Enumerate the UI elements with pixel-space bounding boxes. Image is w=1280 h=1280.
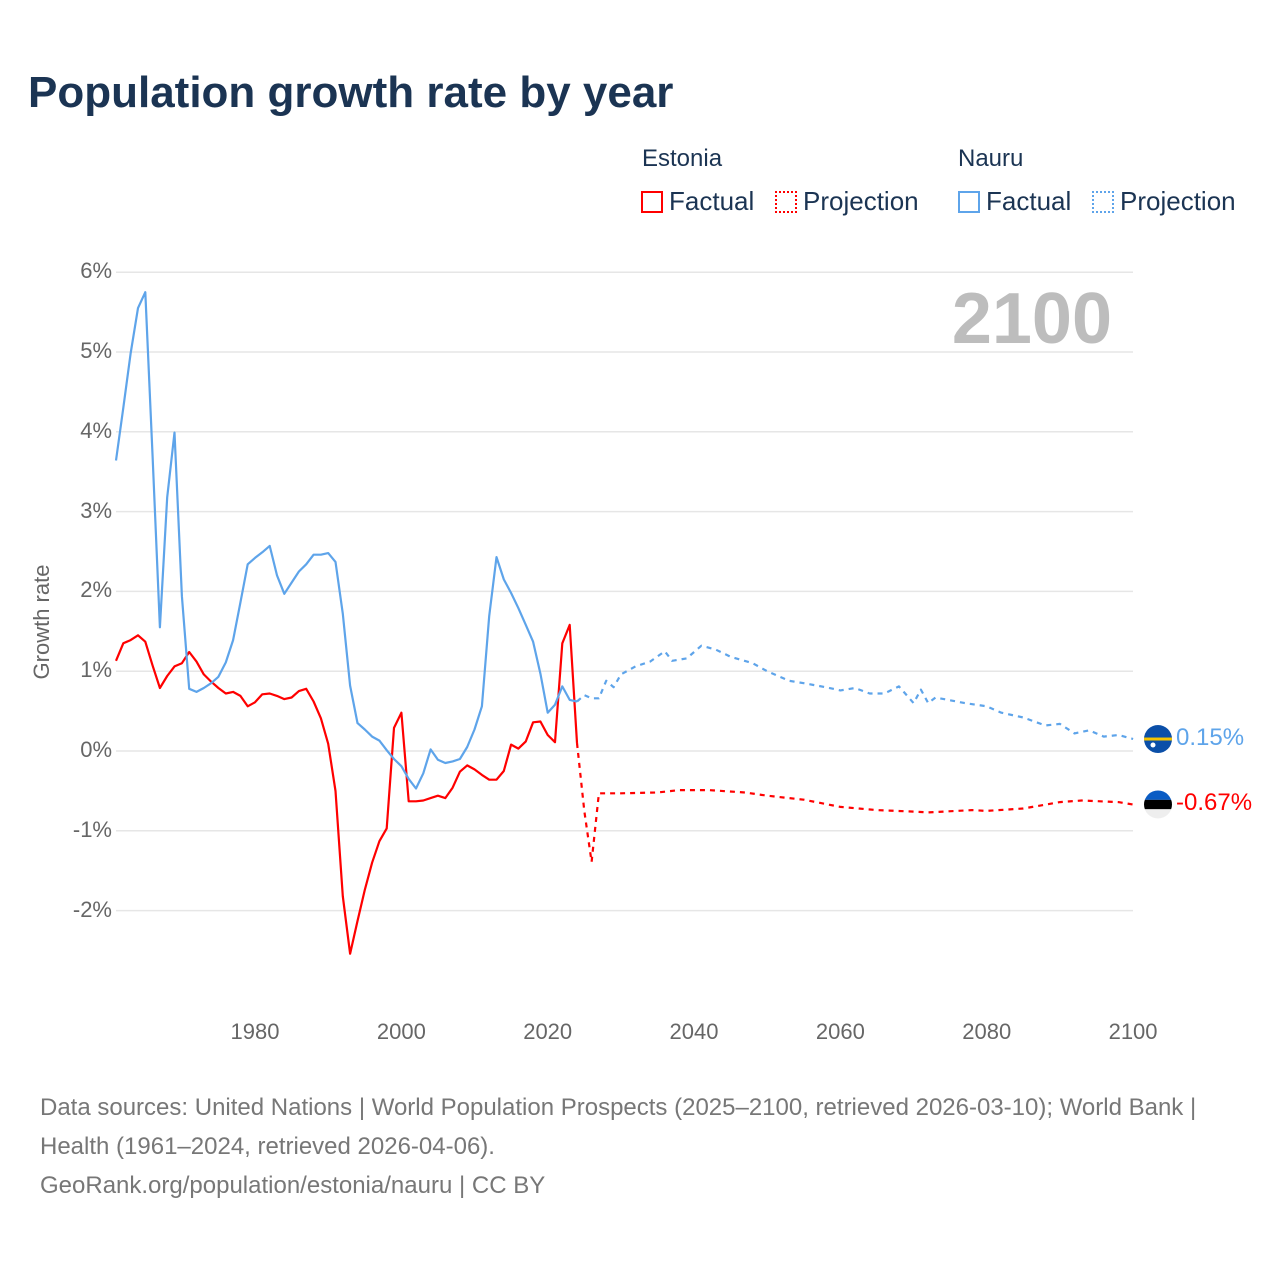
legend-swatch-solid (958, 190, 980, 213)
y-tick-label: 0% (80, 737, 112, 762)
legend-estonia-projection[interactable]: Projection (775, 186, 919, 217)
nauru-end-value: 0.15% (1176, 724, 1245, 752)
x-tick-label: 2060 (815, 1019, 865, 1044)
credit-link[interactable]: GeoRank.org/population/estonia/nauru | C… (40, 1172, 546, 1199)
legend-nauru-projection[interactable]: Projection (1092, 186, 1236, 217)
x-tick-label: 2080 (962, 1019, 1012, 1044)
y-tick-label: 5% (80, 338, 112, 363)
estonia-projection-line (575, 742, 1134, 864)
y-tick-label: 3% (80, 497, 112, 523)
current-year-label: 2100 (951, 279, 1112, 359)
nauru-flag-icon (1144, 725, 1172, 754)
legend-swatch-dotted (775, 190, 797, 213)
legend-label: Projection (803, 186, 919, 216)
legend-label: Projection (1120, 186, 1236, 216)
y-tick-label: 4% (80, 417, 112, 443)
nauru-projection-line (576, 644, 1134, 741)
legend-group-nauru: Nauru (958, 145, 1024, 172)
series-lines (114, 291, 1134, 955)
legend-estonia-factual[interactable]: Factual (641, 186, 754, 217)
legend-swatch-solid (641, 190, 663, 213)
data-sources: Data sources: United Nations | World Pop… (40, 1094, 1197, 1160)
y-tick-label: -2% (72, 896, 112, 922)
legend-label: Factual (669, 186, 755, 216)
x-tick-label: 1980 (230, 1019, 280, 1044)
y-tick-label: -1% (72, 816, 112, 842)
x-tick-label: 2020 (523, 1019, 573, 1044)
legend-group-estonia: Estonia (642, 145, 723, 172)
estonia-flag-icon (1144, 790, 1172, 819)
end-markers (1144, 725, 1172, 819)
y-tick-label: 6% (80, 258, 112, 284)
chart-title: Population growth rate by year (28, 68, 674, 117)
x-tick-label: 2000 (376, 1019, 426, 1044)
y-tick-label: 1% (80, 657, 112, 683)
footer: Data sources: United Nations | World Pop… (40, 1088, 1240, 1205)
y-tick-label: 2% (80, 577, 112, 603)
legend-nauru-factual[interactable]: Factual (958, 186, 1071, 217)
estonia-factual-line (114, 623, 579, 955)
x-tick-label: 2040 (669, 1019, 719, 1044)
x-tick-label: 2100 (1108, 1019, 1158, 1044)
legend-label: Factual (986, 186, 1072, 216)
estonia-end-value: -0.67% (1176, 789, 1253, 817)
legend-swatch-dotted (1092, 190, 1114, 213)
nauru-factual-line (114, 291, 578, 790)
gridlines (116, 271, 1133, 912)
